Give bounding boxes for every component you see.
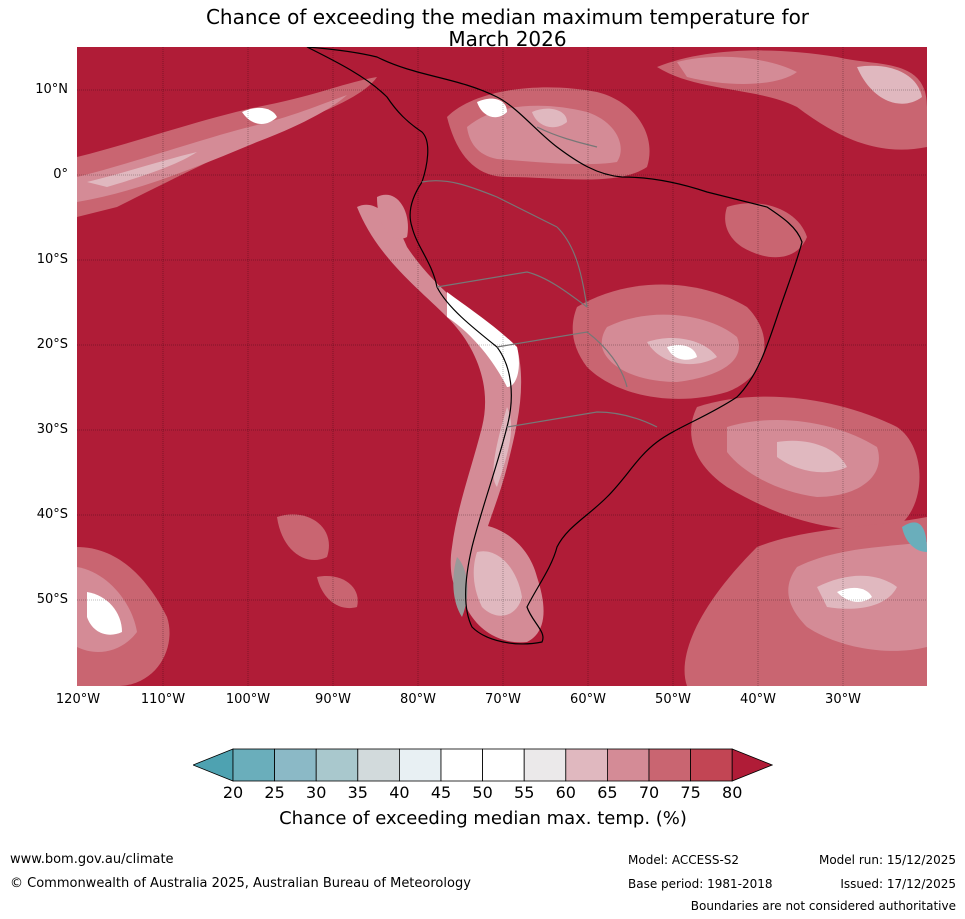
- colorbar-box: [440, 748, 483, 782]
- footer-disclaimer: Boundaries are not considered authoritat…: [690, 899, 956, 913]
- map-canvas: [77, 47, 927, 686]
- lat-label-10n: 10°N: [35, 82, 68, 97]
- lon-label-120w: 120°W: [55, 692, 101, 707]
- lat-label-50s: 50°S: [36, 592, 68, 607]
- footer-copyright: © Commonwealth of Australia 2025, Austra…: [10, 876, 471, 891]
- colorbar: [193, 748, 773, 782]
- lon-label-80w: 80°W: [400, 692, 436, 707]
- colorbar-box: [274, 748, 317, 782]
- lat-label-0: 0°: [53, 167, 68, 182]
- colorbar-tick-label: 50: [472, 783, 493, 802]
- lat-label-10s: 10°S: [36, 252, 68, 267]
- colorbar-tick-label: 25: [264, 783, 285, 802]
- country-borders: [421, 126, 658, 428]
- lon-label-90w: 90°W: [315, 692, 351, 707]
- colorbar-tick-label: 20: [222, 783, 244, 802]
- lon-label-100w: 100°W: [225, 692, 271, 707]
- probability-map: [77, 47, 927, 686]
- colorbar-box: [606, 748, 650, 782]
- colorbar-tick-label: 45: [430, 783, 452, 802]
- colorbar-box: [357, 748, 400, 782]
- colorbar-extend-low: [193, 748, 234, 782]
- footer-base-period: Base period: 1981-2018: [628, 877, 773, 891]
- footer-model-run: Model run: 15/12/2025: [818, 853, 956, 867]
- lon-label-40w: 40°W: [740, 692, 776, 707]
- footer-website[interactable]: www.bom.gov.au/climate: [10, 852, 174, 867]
- colorbar-tick-label: 40: [389, 783, 410, 802]
- lat-label-20s: 20°S: [36, 337, 68, 352]
- map-title-line1: Chance of exceeding the median maximum t…: [205, 5, 810, 29]
- colorbar-box: [398, 748, 442, 782]
- colorbar-tick-label: 80: [722, 783, 743, 802]
- lon-label-70w: 70°W: [485, 692, 521, 707]
- colorbar-tick-label: 55: [514, 783, 535, 802]
- colorbar-box: [482, 748, 525, 782]
- footer-model: Model: ACCESS-S2: [628, 853, 740, 867]
- map-title-line2: March 2026: [448, 27, 567, 51]
- lat-label-40s: 40°S: [36, 507, 68, 522]
- lon-label-30w: 30°W: [825, 692, 861, 707]
- colorbar-label: Chance of exceeding median max. temp. (%…: [279, 808, 687, 829]
- colorbar-tick-label: 75: [680, 783, 701, 802]
- graticule: [77, 47, 927, 686]
- footer-issued: Issued: 17/12/2025: [840, 877, 956, 891]
- colorbar-tick-label: 35: [347, 783, 368, 802]
- colorbar-box: [648, 748, 691, 782]
- lon-label-50w: 50°W: [655, 692, 691, 707]
- colorbar-box: [690, 748, 733, 782]
- south-america-coastline: [306, 47, 803, 645]
- colorbar-tick-label: 65: [597, 783, 618, 802]
- colorbar-box: [315, 748, 359, 782]
- lon-label-60w: 60°W: [570, 692, 606, 707]
- probability-shading: [77, 50, 927, 686]
- colorbar-tick-label: 30: [306, 783, 327, 802]
- colorbar-box: [565, 748, 608, 782]
- lon-label-110w: 110°W: [140, 692, 186, 707]
- lat-label-30s: 30°S: [36, 422, 68, 437]
- colorbar-tick-label: 60: [555, 783, 576, 802]
- colorbar-extend-high: [731, 748, 773, 782]
- colorbar-box: [523, 748, 567, 782]
- colorbar-tick-label: 70: [638, 783, 660, 802]
- colorbar-box: [232, 748, 275, 782]
